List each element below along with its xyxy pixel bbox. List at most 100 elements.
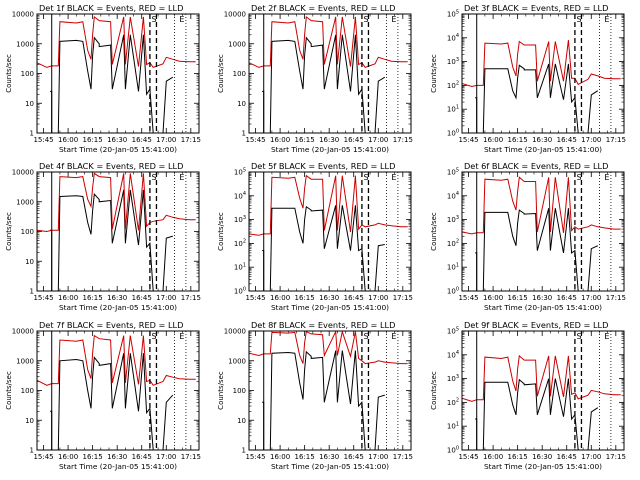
x-axis-label: Start Time (20-Jan-05 15:41:00) <box>271 462 389 471</box>
y-tick-label: 104 <box>447 191 459 200</box>
y-tick-label: 1000 <box>16 40 34 48</box>
y-tick-label: 100 <box>447 286 459 295</box>
y-tick-exponent: 4 <box>243 191 246 197</box>
x-tick-label: 16:30 <box>319 453 339 461</box>
x-tick-label: 16:00 <box>58 453 78 461</box>
y-tick-exponent: 1 <box>456 422 459 428</box>
y-tick-label: 100 <box>447 128 459 137</box>
y-tick-exponent: 3 <box>456 374 459 380</box>
y-tick-label: 101 <box>447 105 459 114</box>
y-tick-label: 100 <box>233 387 246 395</box>
y-tick-label: 1 <box>30 130 34 138</box>
x-tick-label: 17:00 <box>156 453 176 461</box>
y-tick-exponent: 5 <box>243 167 246 173</box>
x-tick-label: 17:00 <box>368 453 388 461</box>
y-tick-label: 104 <box>234 191 246 200</box>
chart-panel-7: Det 7f BLACK = Events, RED = LLD Counts/s… <box>5 320 201 471</box>
y-axis-label: Counts/sec <box>5 371 13 410</box>
series-lld <box>249 331 408 365</box>
x-tick-label: 16:00 <box>58 294 78 302</box>
x-tick-label: 17:15 <box>181 453 201 461</box>
chart-title: Det 5f BLACK = Events, RED = LLD <box>251 161 395 171</box>
plot-frame <box>36 330 200 451</box>
x-tick-label: 16:00 <box>270 294 290 302</box>
x-tick-label: 16:00 <box>483 136 503 144</box>
x-tick-label: 16:00 <box>483 294 503 302</box>
y-tick-label: 100 <box>234 286 246 295</box>
y-tick-exponent: 2 <box>456 398 459 404</box>
chart-panel-3: Det 3f BLACK = Events, RED = LLD Counts/s… <box>430 3 626 154</box>
x-tick-label: 17:15 <box>393 294 413 302</box>
y-tick-label: 1 <box>30 288 34 296</box>
y-tick-exponent: 5 <box>456 326 459 332</box>
y-axis-label: Counts/sec <box>430 54 438 93</box>
chart-title: Det 2f BLACK = Events, RED = LLD <box>251 3 395 13</box>
y-tick-exponent: 0 <box>243 286 246 292</box>
y-tick-label: 102 <box>447 398 459 407</box>
chart-title: Det 1f BLACK = Events, RED = LLD <box>39 3 183 13</box>
x-axis-label: Start Time (20-Jan-05 15:41:00) <box>271 145 389 154</box>
marker-label-e: E <box>604 332 609 341</box>
x-tick-label: 16:30 <box>532 136 552 144</box>
series-lld <box>37 334 196 386</box>
marker-label-e: E <box>179 15 184 24</box>
marker-label-e: E <box>391 15 396 24</box>
series-lld <box>249 174 408 236</box>
marker-label-s: S <box>152 173 157 182</box>
y-tick-exponent: 5 <box>456 167 459 173</box>
marker-label-e: E <box>179 332 184 341</box>
x-tick-label: 16:30 <box>319 294 339 302</box>
y-tick-label: 103 <box>447 215 459 224</box>
chart-title: Det 3f BLACK = Events, RED = LLD <box>464 3 608 13</box>
x-tick-label: 17:00 <box>368 136 388 144</box>
x-tick-label: 16:30 <box>107 136 127 144</box>
y-tick-label: 102 <box>234 239 246 248</box>
x-tick-label: 17:00 <box>156 294 176 302</box>
y-axis-label: Counts/sec <box>217 54 225 93</box>
x-tick-label: 17:15 <box>181 294 201 302</box>
y-axis-label: Counts/sec <box>5 54 13 93</box>
series-events <box>475 378 599 450</box>
plot-frame <box>461 13 625 134</box>
x-tick-label: 16:15 <box>295 294 315 302</box>
x-tick-label: 16:30 <box>532 453 552 461</box>
marker-label-s: S <box>577 332 582 341</box>
y-tick-label: 1 <box>242 447 246 455</box>
x-tick-label: 16:45 <box>557 453 577 461</box>
x-tick-label: 16:30 <box>107 453 127 461</box>
y-tick-label: 101 <box>447 422 459 431</box>
chart-title: Det 9f BLACK = Events, RED = LLD <box>464 320 608 330</box>
y-tick-exponent: 0 <box>456 128 459 134</box>
x-axis-label: Start Time (20-Jan-05 15:41:00) <box>484 303 602 312</box>
y-tick-label: 1000 <box>228 357 246 365</box>
marker-label-s: S <box>364 15 369 24</box>
plot-frame <box>461 171 625 292</box>
x-tick-label: 17:00 <box>156 136 176 144</box>
series-lld <box>37 172 196 233</box>
y-tick-exponent: 4 <box>456 33 459 39</box>
y-tick-label: 10 <box>25 258 34 266</box>
x-tick-label: 15:45 <box>458 294 478 302</box>
x-tick-label: 16:00 <box>270 136 290 144</box>
x-axis-label: Start Time (20-Jan-05 15:41:00) <box>484 145 602 154</box>
y-tick-label: 103 <box>447 57 459 66</box>
y-axis-label: Counts/sec <box>217 212 225 251</box>
x-tick-label: 16:30 <box>107 294 127 302</box>
marker-label-s: S <box>364 173 369 182</box>
plot-frame <box>461 330 625 451</box>
series-events <box>475 208 599 291</box>
y-tick-exponent: 4 <box>456 350 459 356</box>
marker-label-e: E <box>391 332 396 341</box>
marker-label-e: E <box>604 15 609 24</box>
chart-title: Det 4f BLACK = Events, RED = LLD <box>39 161 183 171</box>
x-tick-label: 15:45 <box>245 453 265 461</box>
chart-title: Det 8f BLACK = Events, RED = LLD <box>251 320 395 330</box>
y-tick-exponent: 1 <box>243 263 246 269</box>
x-tick-label: 17:15 <box>606 136 626 144</box>
x-tick-label: 16:30 <box>319 136 339 144</box>
series-lld <box>462 354 621 402</box>
y-tick-exponent: 2 <box>456 81 459 87</box>
y-tick-label: 103 <box>447 374 459 383</box>
x-tick-label: 16:15 <box>83 136 103 144</box>
marker-label-e: E <box>391 173 396 182</box>
